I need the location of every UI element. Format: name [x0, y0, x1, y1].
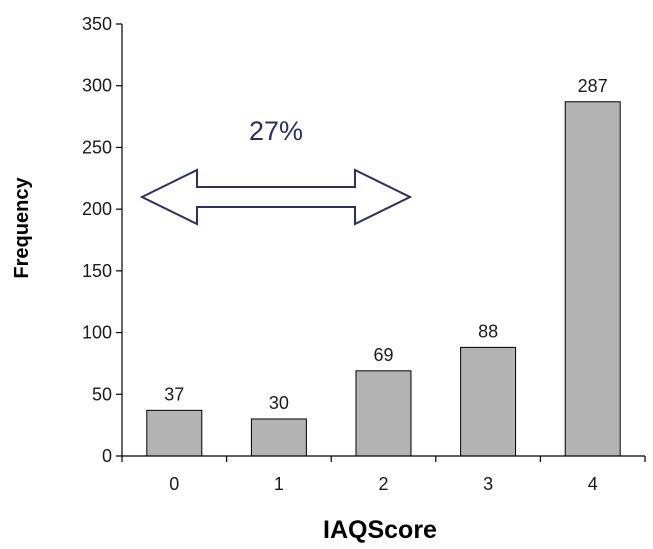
bar	[564, 101, 621, 457]
x-tick-label: 1	[274, 474, 284, 494]
y-axis-title: Frequency	[11, 177, 33, 279]
bar	[250, 418, 307, 457]
bar	[460, 346, 517, 457]
x-tick-label: 0	[169, 474, 179, 494]
bars: 37 30 69 88 287	[146, 76, 621, 457]
annotation-text: 27%	[249, 116, 303, 146]
y-tick-label: 350	[82, 14, 112, 34]
bar-data-label: 88	[478, 321, 498, 341]
y-tick-label: 250	[82, 137, 112, 157]
x-axis-ticks: 0 1 2 3 4	[121, 456, 646, 494]
bar	[146, 409, 203, 457]
y-tick-label: 150	[82, 261, 112, 281]
y-tick-label: 50	[92, 384, 112, 404]
bar-data-label: 69	[373, 345, 393, 365]
x-tick-label: 2	[378, 474, 388, 494]
x-axis-title: IAQScore	[323, 516, 437, 544]
x-tick-label: 4	[588, 474, 598, 494]
bar-data-label: 37	[164, 384, 184, 404]
bar-data-label: 30	[269, 393, 289, 413]
double-arrow-icon	[139, 168, 413, 226]
y-tick-label: 0	[102, 446, 112, 466]
y-axis-ticks: 0 50 100 150 200 250 300 350	[82, 14, 122, 466]
y-tick-label: 300	[82, 76, 112, 96]
x-tick-label: 3	[483, 474, 493, 494]
y-tick-label: 200	[82, 199, 112, 219]
bar-data-label: 287	[578, 76, 608, 96]
bar	[355, 370, 412, 457]
y-tick-label: 100	[82, 323, 112, 343]
